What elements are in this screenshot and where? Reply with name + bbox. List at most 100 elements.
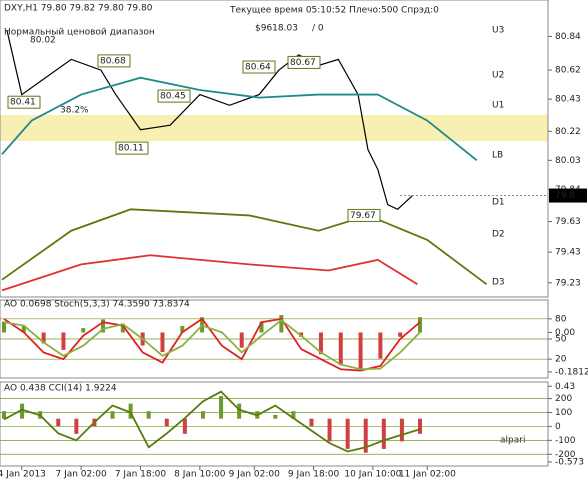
price-tag	[287, 55, 321, 69]
annotation: Текущее время 05:10:52 Плечо:500 Спрэд:0	[229, 6, 439, 16]
histogram-bar	[338, 332, 343, 366]
x-tick-label: 4 Jan 2013	[0, 470, 46, 480]
histogram-bar	[291, 411, 296, 419]
x-tick-label: 7 Jan 18:00	[115, 470, 167, 480]
x-tick-label: 9 Jan 02:00	[229, 470, 281, 480]
series-line	[1, 76, 478, 162]
histogram-bar	[418, 418, 422, 434]
level-label: LB	[492, 151, 503, 161]
histogram-bar	[128, 403, 133, 419]
histogram-bar	[399, 418, 404, 442]
y-tick-label: 79.23	[555, 278, 581, 288]
y2-tick-label: -0.1812	[555, 367, 588, 377]
price-tag-label: 80.64	[245, 63, 271, 73]
histogram-bar	[358, 332, 363, 370]
price-tag	[115, 141, 149, 155]
y-tick-label: 80.03	[555, 156, 581, 166]
x-tick-label: 11 Jan 02:00	[399, 470, 456, 480]
y-tick-label: 79.63	[555, 217, 581, 227]
y-tick-label: 80.84	[555, 32, 581, 42]
panel-title: AO 0.0698 Stoch(5,3,3) 74.3590 73.8374	[4, 300, 190, 310]
series-line	[3, 390, 421, 453]
price-tag	[242, 60, 276, 74]
price-tag-label: 80.67	[290, 58, 316, 68]
price-tag-label: 80.45	[160, 92, 186, 102]
histogram-bar	[239, 332, 244, 348]
y-tick-label: 80.22	[555, 127, 581, 137]
histogram-bar	[237, 403, 242, 419]
histogram-bar	[74, 418, 79, 434]
last-price-box	[549, 188, 587, 203]
y-tick-label: 200	[555, 394, 572, 404]
histogram-bar	[381, 418, 386, 449]
histogram-bar	[21, 325, 26, 333]
level-label: D3	[492, 278, 505, 288]
series-line	[1, 254, 418, 292]
histogram-bar	[160, 332, 165, 353]
x-tick-label: 10 Jan 10:00	[344, 470, 401, 480]
annotation: / 0	[312, 24, 324, 34]
histogram-bar	[345, 418, 350, 449]
histogram-bar	[219, 396, 224, 419]
panel-title: DXY,H1 79.80 79.82 79.80 79.80	[4, 4, 153, 14]
price-tag-label: 79.67	[350, 211, 376, 221]
series-line	[3, 319, 421, 371]
histogram-bar	[318, 332, 323, 355]
y-tick-label: 20	[555, 355, 567, 365]
y-tick-label: 80	[555, 314, 567, 324]
histogram-bar	[200, 411, 205, 419]
histogram-bar	[2, 321, 6, 333]
y-tick-label: 80.62	[555, 66, 581, 76]
histogram-bar	[378, 332, 383, 359]
level-label: D2	[492, 230, 505, 240]
level-label: U3	[492, 26, 504, 36]
price-zone	[0, 115, 548, 141]
x-tick-label: 9 Jan 18:00	[288, 470, 340, 480]
annotation: 80.02	[30, 36, 56, 46]
series-line	[6, 30, 413, 211]
histogram-bar	[120, 323, 125, 333]
histogram-bar	[81, 328, 86, 333]
histogram-bar	[110, 411, 115, 419]
histogram-bar	[279, 315, 284, 333]
annotation: Нормальный ценовой диапазон	[4, 28, 155, 38]
y-tick-label: 80.43	[555, 95, 581, 105]
price-tag	[157, 89, 191, 103]
price-tag-label: 80.68	[100, 56, 126, 66]
histogram-bar	[363, 418, 368, 453]
y-tick-label: 79.43	[555, 248, 581, 258]
y2-tick-label: 0.00	[555, 328, 575, 338]
y2-tick-label: 0.43	[555, 382, 575, 392]
price-tag	[347, 208, 381, 222]
histogram-bar	[327, 418, 332, 442]
last-price-label: 79.8	[555, 191, 575, 201]
histogram-bar	[101, 319, 106, 333]
x-tick-label: 8 Jan 10:00	[174, 470, 226, 480]
histogram-bar	[398, 332, 403, 337]
histogram-bar	[418, 317, 422, 333]
histogram-bar	[259, 321, 264, 333]
histogram-bar	[2, 411, 6, 419]
main-frame	[0, 0, 549, 298]
histogram-bar	[309, 418, 314, 427]
y2-tick-label: -0.573	[555, 457, 584, 467]
x-tick-label: 7 Jan 02:00	[55, 470, 107, 480]
y-tick-label: 0	[555, 422, 561, 432]
histogram-bar	[146, 411, 151, 419]
histogram-bar	[180, 325, 185, 333]
histogram-bar	[61, 332, 66, 350]
y-tick-label: 50	[555, 335, 567, 345]
series-line	[1, 208, 488, 286]
histogram-bar	[56, 418, 61, 427]
series-line	[3, 317, 421, 372]
level-label: D1	[492, 198, 505, 208]
price-tag	[7, 95, 41, 109]
price-tag	[97, 54, 131, 68]
histogram-bar	[273, 414, 278, 419]
histogram-bar	[182, 418, 187, 434]
annotation: 38.2%	[60, 106, 89, 116]
y-tick-label: 100	[555, 408, 572, 418]
price-tag-label: 80.11	[118, 144, 144, 154]
